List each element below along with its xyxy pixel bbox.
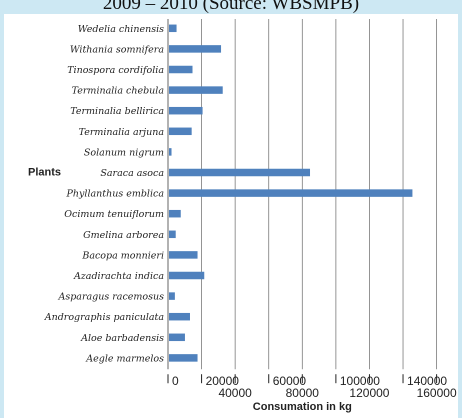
category-label: Ocimum tenuiflorum — [64, 209, 164, 220]
category-label: Azadirachta indica — [73, 271, 164, 282]
category-label: Solanum nigrum — [84, 147, 164, 158]
bar — [169, 86, 223, 94]
bar — [169, 271, 205, 280]
bar — [169, 230, 176, 239]
bar — [169, 333, 185, 342]
category-label: Terminalia arjuna — [79, 127, 165, 138]
bar — [169, 45, 222, 53]
bar — [169, 65, 193, 74]
bar — [169, 292, 175, 300]
tick-label: 100000 — [340, 374, 380, 388]
bar — [169, 312, 190, 321]
tick-label: 140000 — [407, 374, 447, 388]
category-label: Bacopa monnieri — [81, 250, 164, 261]
plot-panel — [4, 14, 458, 418]
category-label: Saraca asoca — [100, 168, 164, 179]
category-label: Andrographis paniculata — [44, 312, 165, 323]
category-label: Aegle marmelos — [85, 353, 164, 364]
category-label: Asparagus racemosus — [57, 292, 164, 303]
bar — [169, 354, 198, 362]
bar — [169, 127, 192, 136]
tick-label: 160000 — [417, 386, 457, 400]
category-label: Phyllanthus emblica — [66, 189, 165, 200]
category-label: Terminalia bellirica — [70, 106, 164, 117]
x-axis-title: Consumation in kg — [253, 401, 352, 413]
tick-label: 80000 — [286, 386, 320, 400]
category-label: Aloe barbadensis — [80, 333, 164, 344]
bars — [169, 24, 413, 362]
tick-label: 60000 — [273, 374, 307, 388]
category-labels: Wedelia chinensis Withania somnifera Tinos… — [44, 24, 165, 365]
category-label: Gmelina arborea — [83, 230, 164, 241]
bar — [169, 189, 413, 197]
chart-caption: 2009 – 2010 (Source: WBSMPB) — [102, 0, 360, 14]
tick-label: 0 — [172, 374, 179, 388]
bar — [169, 251, 198, 259]
tick-label: 20000 — [206, 374, 240, 388]
tick-label: 120000 — [349, 386, 389, 400]
category-label: Wedelia chinensis — [78, 24, 164, 35]
category-label: Tinospora cordifolia — [67, 65, 164, 76]
bar — [169, 148, 172, 156]
bar — [169, 106, 203, 115]
bar — [169, 24, 177, 33]
x-tick-labels: 0 20000 60000 100000 140000 40000 80000 120000 1… — [167, 374, 457, 400]
bar — [169, 168, 311, 177]
category-label: Terminalia chebula — [72, 86, 165, 97]
y-axis-title: Plants — [28, 167, 61, 179]
bar — [169, 209, 181, 218]
tick-label: 40000 — [218, 386, 252, 400]
category-label: Withania somnifera — [70, 44, 165, 55]
